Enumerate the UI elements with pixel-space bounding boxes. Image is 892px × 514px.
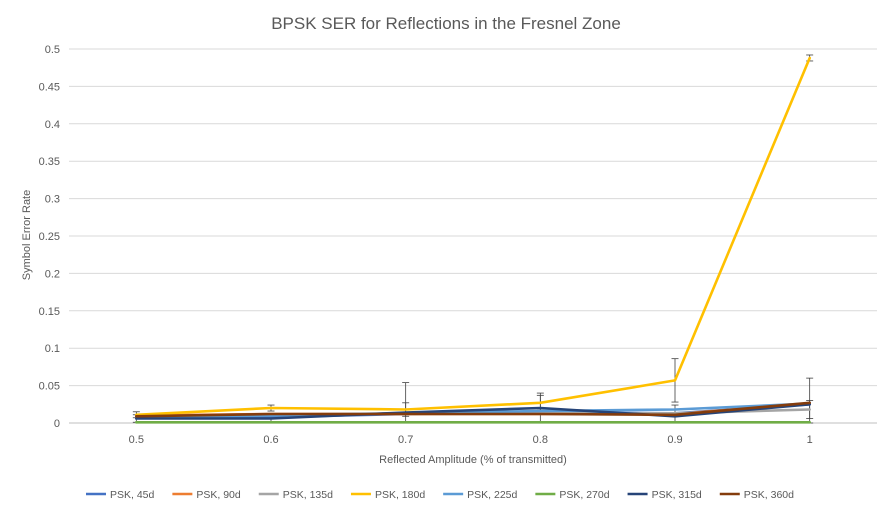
x-axis-label: Reflected Amplitude (% of transmitted) [379,454,567,466]
y-tick-label: 0.45 [39,81,60,93]
y-tick-label: 0.35 [39,156,60,168]
legend-item: PSK, 270d [535,489,610,501]
y-axis-ticks: 0 0.05 0.1 0.15 0.2 0.25 0.3 0.35 0.4 0.45 0.5 [39,44,60,430]
y-axis-label: Symbol Error Rate [21,190,33,280]
series-lines [135,56,812,424]
y-tick-label: 0.15 [39,306,60,318]
legend-label: PSK, 90d [196,489,241,501]
series-line-psk-315d [135,402,812,420]
x-tick-label: 0.7 [398,434,413,446]
y-tick-label: 0.25 [39,231,60,243]
legend-item: PSK, 135d [258,489,333,501]
x-tick-label: 0.9 [667,434,682,446]
legend-item: PSK, 315d [627,489,702,501]
y-tick-label: 0.2 [45,268,60,280]
legend-label: PSK, 135d [283,489,333,501]
legend-label: PSK, 270d [559,489,609,501]
y-tick-label: 0 [54,418,60,430]
legend-label: PSK, 180d [375,489,425,501]
legend-label: PSK, 45d [110,489,155,501]
legend-item: PSK, 225d [443,489,518,501]
legend-label: PSK, 360d [744,489,794,501]
y-tick-label: 0.3 [45,194,60,206]
x-tick-label: 0.8 [533,434,548,446]
gridlines [69,48,877,424]
legend-label: PSK, 315d [652,489,702,501]
legend-label: PSK, 225d [467,489,517,501]
x-axis-ticks: 0.5 0.6 0.7 0.8 0.9 1 [129,434,813,446]
chart-title: BPSK SER for Reflections in the Fresnel … [271,14,621,33]
x-tick-label: 1 [807,434,813,446]
series-line-psk-360d [135,401,812,418]
series-line-psk-225d [135,402,812,419]
legend: PSK, 45d PSK, 90d PSK, 135d PSK, 180d PSK, 2… [86,489,794,501]
error-bars [132,54,814,424]
y-tick-label: 0.05 [39,381,60,393]
y-tick-label: 0.4 [45,119,60,131]
y-tick-label: 0.1 [45,343,60,355]
series-line-psk-180d [135,56,812,417]
y-tick-label: 0.5 [45,44,60,56]
x-tick-label: 0.6 [263,434,278,446]
legend-item: PSK, 90d [172,489,241,501]
x-tick-label: 0.5 [129,434,144,446]
legend-item: PSK, 45d [86,489,155,501]
legend-item: PSK, 360d [719,489,794,501]
legend-item: PSK, 180d [350,489,425,501]
